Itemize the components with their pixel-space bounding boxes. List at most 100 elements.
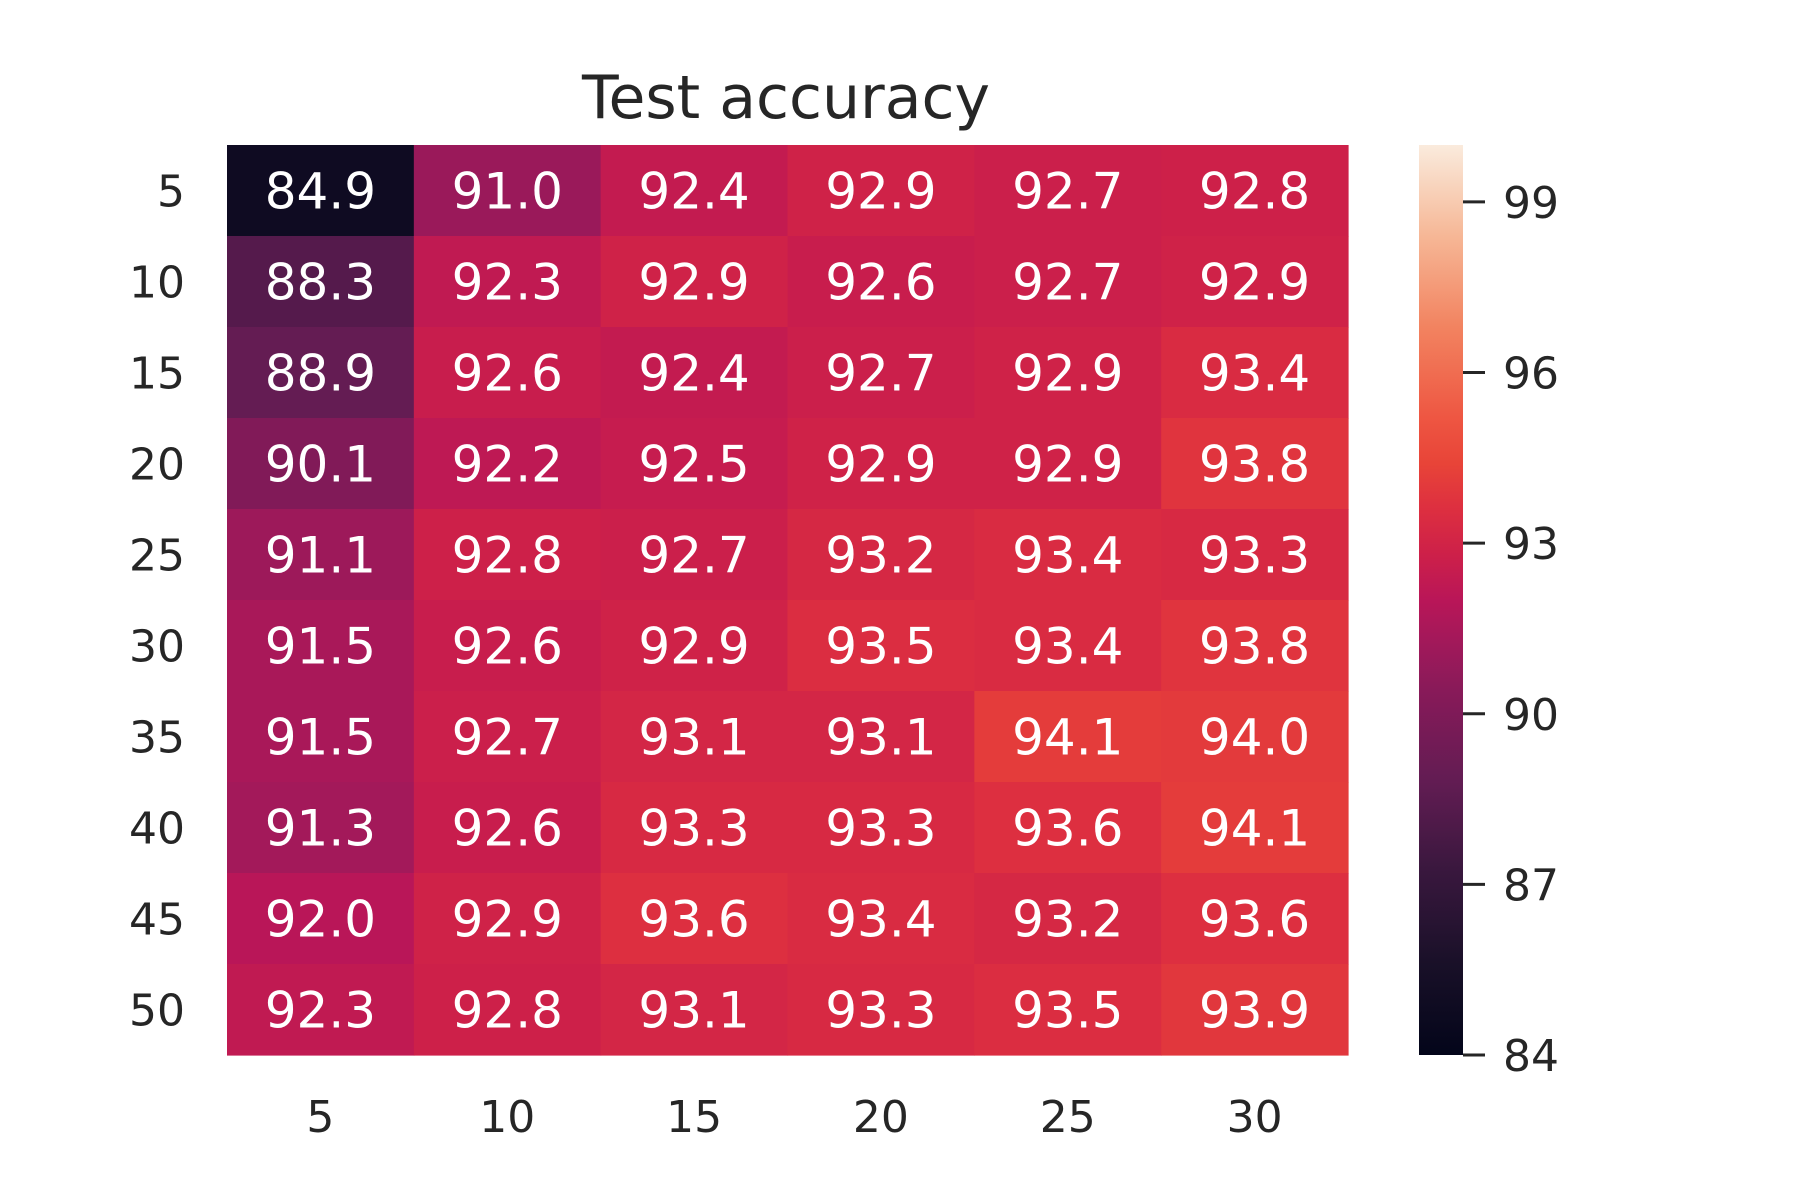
heatmap-cell [600, 782, 789, 874]
cell-value-label: 93.2 [1012, 891, 1123, 949]
heatmap-cell [974, 327, 1162, 419]
cell-value-label: 93.5 [825, 618, 936, 676]
heatmap-cell [227, 236, 415, 328]
heatmap-cell [1161, 782, 1349, 874]
cell-value-label: 94.1 [1199, 800, 1310, 858]
heatmap-cell [413, 964, 602, 1056]
heatmap-cell [974, 509, 1162, 601]
cell-value-label: 92.4 [638, 345, 749, 403]
heatmap-cell [227, 509, 415, 601]
cell-value-label: 92.2 [452, 436, 563, 494]
chart-title: Test accuracy [581, 63, 990, 133]
cell-value-label: 91.5 [265, 709, 376, 767]
cell-value-label: 92.7 [825, 345, 936, 403]
heatmap-cell [600, 691, 789, 783]
heatmap-cell [974, 964, 1162, 1056]
y-tick-label: 30 [129, 622, 185, 673]
heatmap-cell [787, 418, 975, 510]
colorbar-tick-label: 90 [1503, 690, 1559, 741]
x-tick-label: 5 [306, 1092, 334, 1143]
heatmap-cell [1161, 327, 1349, 419]
cell-value-label: 92.7 [452, 709, 563, 767]
heatmap-cell [600, 600, 789, 692]
cell-value-label: 93.6 [1199, 891, 1310, 949]
cell-value-label: 92.3 [265, 982, 376, 1040]
cell-value-label: 92.0 [265, 891, 376, 949]
cell-value-label: 91.3 [265, 800, 376, 858]
cell-value-label: 94.0 [1199, 709, 1310, 767]
colorbar-gradient [1419, 145, 1463, 1055]
x-axis-ticks: 5 10 15 20 25 30 [306, 1092, 1282, 1143]
heatmap-cell [974, 145, 1162, 237]
heatmap-cell [227, 327, 415, 419]
cell-value-label: 91.0 [452, 163, 563, 221]
heatmap-cell [600, 145, 789, 237]
heatmap-cell [413, 691, 602, 783]
cell-value-label: 93.3 [825, 982, 936, 1040]
y-tick-label: 25 [129, 531, 185, 582]
y-tick-label: 40 [129, 804, 185, 855]
cell-value-label: 92.9 [1012, 345, 1123, 403]
cell-value-label: 94.1 [1012, 709, 1123, 767]
heatmap-cell [974, 600, 1162, 692]
heatmap-cell [787, 964, 975, 1056]
heatmap-cell [413, 873, 602, 965]
heatmap-cell [1161, 873, 1349, 965]
heatmap-cell [787, 327, 975, 419]
cell-value-label: 93.1 [638, 709, 749, 767]
x-tick-label: 25 [1040, 1092, 1096, 1143]
cell-value-label: 92.7 [638, 527, 749, 585]
cell-value-label: 88.3 [265, 254, 376, 312]
heatmap-cell [787, 236, 975, 328]
heatmap-cell [600, 236, 789, 328]
cell-value-label: 93.8 [1199, 618, 1310, 676]
y-axis-ticks: 5 10 15 20 25 30 35 40 45 50 [129, 167, 185, 1037]
heatmap-cell [413, 418, 602, 510]
colorbar-tick-label: 84 [1503, 1031, 1559, 1082]
heatmap-cell [413, 327, 602, 419]
cell-value-label: 92.4 [638, 163, 749, 221]
cell-value-label: 93.6 [638, 891, 749, 949]
heatmap-cell [787, 509, 975, 601]
x-tick-label: 15 [666, 1092, 722, 1143]
heatmap-cell [1161, 509, 1349, 601]
cell-value-label: 92.8 [452, 982, 563, 1040]
cell-value-label: 93.9 [1199, 982, 1310, 1040]
cell-value-label: 93.4 [1012, 527, 1123, 585]
cell-value-label: 92.6 [452, 800, 563, 858]
cell-value-label: 92.7 [1012, 254, 1123, 312]
heatmap-cell [227, 600, 415, 692]
heatmap-cell [787, 782, 975, 874]
cell-value-label: 92.9 [825, 436, 936, 494]
cell-value-label: 90.1 [265, 436, 376, 494]
heatmap-cell [413, 600, 602, 692]
heatmap-cell [1161, 418, 1349, 510]
cell-value-label: 92.6 [825, 254, 936, 312]
colorbar: 84 87 90 93 96 99 [1419, 145, 1559, 1082]
cell-value-label: 92.9 [452, 891, 563, 949]
heatmap-cell [413, 782, 602, 874]
cell-value-label: 92.9 [825, 163, 936, 221]
cell-value-label: 91.5 [265, 618, 376, 676]
cell-value-label: 93.3 [1199, 527, 1310, 585]
heatmap-cell [974, 873, 1162, 965]
cell-value-label: 92.7 [1012, 163, 1123, 221]
cell-value-label: 92.9 [1012, 436, 1123, 494]
cell-value-label: 92.3 [452, 254, 563, 312]
heatmap-cell [600, 873, 789, 965]
heatmap-cell [787, 691, 975, 783]
heatmap-cell [974, 236, 1162, 328]
heatmap-cell [227, 964, 415, 1056]
y-tick-label: 35 [129, 713, 185, 764]
heatmap-cell [974, 691, 1162, 783]
heatmap-cell [600, 964, 789, 1056]
heatmap-cell [600, 509, 789, 601]
cell-value-label: 92.8 [452, 527, 563, 585]
colorbar-tick-label: 99 [1503, 178, 1559, 229]
heatmap-cells: 84.9 91.0 92.4 92.9 92.7 92.8 88.3 92.3 92.9 92.6… [227, 145, 1349, 1056]
y-tick-label: 10 [129, 258, 185, 309]
cell-value-label: 93.4 [825, 891, 936, 949]
y-tick-label: 15 [129, 349, 185, 400]
cell-value-label: 93.1 [825, 709, 936, 767]
heatmap-cell [787, 600, 975, 692]
